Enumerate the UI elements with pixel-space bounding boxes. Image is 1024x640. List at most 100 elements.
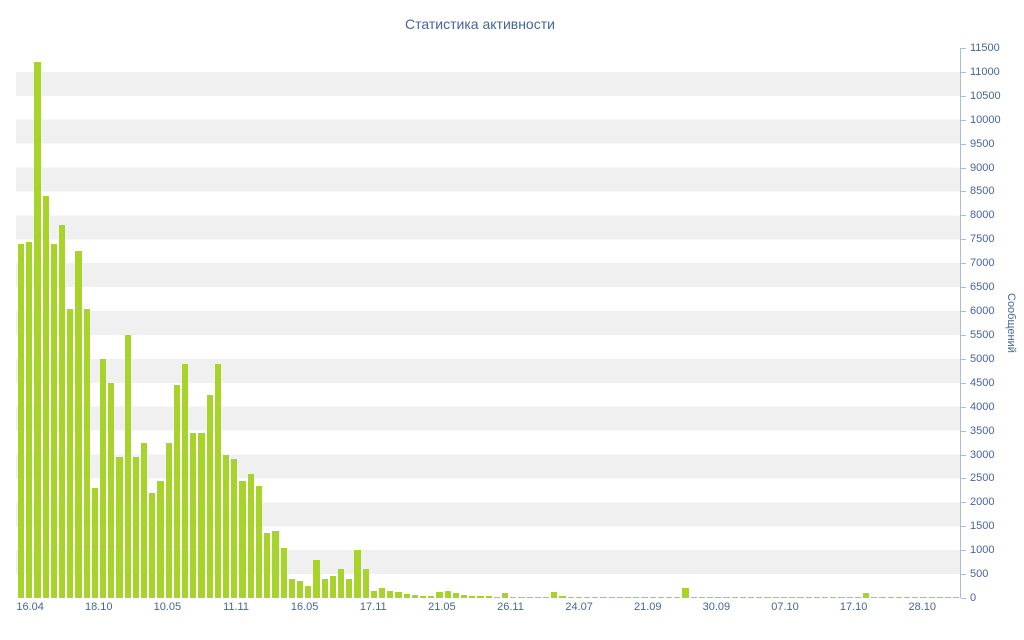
bar	[682, 588, 689, 598]
bar	[469, 595, 476, 598]
tick-mark	[961, 167, 966, 169]
bar	[608, 597, 615, 598]
x-axis-label: 30.09	[702, 601, 731, 613]
bar	[370, 590, 377, 598]
y-axis-title: Сообщений	[1005, 293, 1017, 353]
x-axis-label: 18.10	[85, 601, 113, 613]
bar	[928, 597, 935, 598]
tick-mark	[961, 71, 966, 73]
bar	[805, 597, 812, 598]
bar	[444, 590, 451, 598]
bar	[903, 597, 911, 598]
y-axis-tick-label: 5000	[970, 352, 995, 365]
y-axis-tick-label: 2500	[970, 472, 995, 485]
bar	[59, 224, 66, 598]
bars-container	[18, 48, 960, 598]
bar	[264, 533, 271, 598]
y-axis-tick-label: 9000	[970, 161, 995, 174]
bar	[108, 382, 115, 598]
bar	[797, 597, 804, 598]
bar	[173, 385, 181, 598]
bar	[50, 244, 58, 598]
x-axis-label: 24.07	[565, 601, 593, 613]
bar	[362, 569, 369, 598]
bar	[75, 251, 82, 598]
bar	[756, 597, 763, 598]
x-axis-label: 21.05	[428, 601, 456, 613]
tick-mark	[961, 95, 966, 97]
bar	[460, 595, 468, 598]
bar	[739, 597, 747, 598]
bar	[346, 578, 353, 598]
tick-mark	[961, 287, 966, 289]
bar	[296, 581, 304, 598]
bar	[887, 597, 894, 598]
bar	[830, 597, 837, 598]
bar	[378, 588, 386, 598]
tick-mark	[961, 334, 966, 336]
tick-mark	[961, 191, 966, 193]
bar	[83, 308, 90, 598]
x-axis-label: 07.10	[771, 601, 799, 613]
bar	[657, 597, 665, 598]
bar	[116, 456, 123, 598]
y-axis-tick-label: 11500	[970, 42, 1000, 54]
bar	[354, 550, 361, 598]
bar	[592, 597, 599, 598]
bar	[731, 597, 738, 598]
bar	[690, 597, 697, 598]
y-axis-tick-label: 5500	[970, 328, 995, 341]
x-axis-label: 28.10	[908, 601, 936, 613]
bar	[419, 595, 427, 598]
tick-mark	[961, 454, 966, 456]
bar	[34, 62, 41, 598]
x-axis-label: 11.11	[223, 601, 249, 613]
tick-mark	[961, 143, 966, 145]
tick-mark	[961, 215, 966, 217]
bar	[255, 485, 263, 598]
bar	[772, 597, 779, 598]
bar	[559, 596, 566, 598]
tick-mark	[961, 119, 966, 121]
y-axis-tick-label: 10500	[970, 89, 1001, 102]
bar	[247, 473, 254, 598]
bar	[944, 597, 952, 598]
tick-mark	[961, 406, 966, 408]
y-axis-tick-label: 3500	[970, 424, 995, 437]
bar	[42, 196, 49, 598]
x-axis-label: 17.11	[359, 601, 387, 613]
tick-mark	[961, 239, 966, 241]
bar	[789, 597, 796, 598]
x-axis-label: 21.09	[633, 601, 662, 613]
bar	[551, 592, 558, 598]
bar	[616, 597, 624, 598]
y-axis-tick-label: 1000	[970, 544, 995, 557]
x-axis-label: 16.04	[16, 601, 44, 613]
bar	[149, 492, 156, 598]
tick-mark	[961, 358, 966, 360]
chart-title: Статистика активности	[405, 16, 555, 32]
bar	[231, 459, 238, 598]
bar	[198, 433, 205, 598]
bar	[936, 597, 943, 598]
bar	[239, 480, 246, 598]
bar	[838, 597, 845, 598]
y-axis-tick-label: 6500	[970, 281, 995, 294]
bar	[288, 578, 295, 598]
bar	[534, 597, 541, 598]
bar	[321, 578, 328, 598]
bar	[674, 597, 681, 598]
bar	[510, 596, 517, 598]
bar	[707, 597, 714, 598]
bar	[452, 593, 459, 598]
bar	[821, 597, 829, 598]
y-axis-tick-label: 7500	[970, 233, 995, 246]
bar	[871, 597, 878, 598]
y-axis-tick-label: 11000	[970, 65, 1000, 78]
tick-mark	[961, 48, 966, 49]
bar	[493, 596, 500, 598]
x-axis-label: 10.05	[153, 601, 182, 613]
bar	[912, 597, 919, 598]
bar	[920, 597, 927, 598]
bar	[26, 241, 33, 598]
